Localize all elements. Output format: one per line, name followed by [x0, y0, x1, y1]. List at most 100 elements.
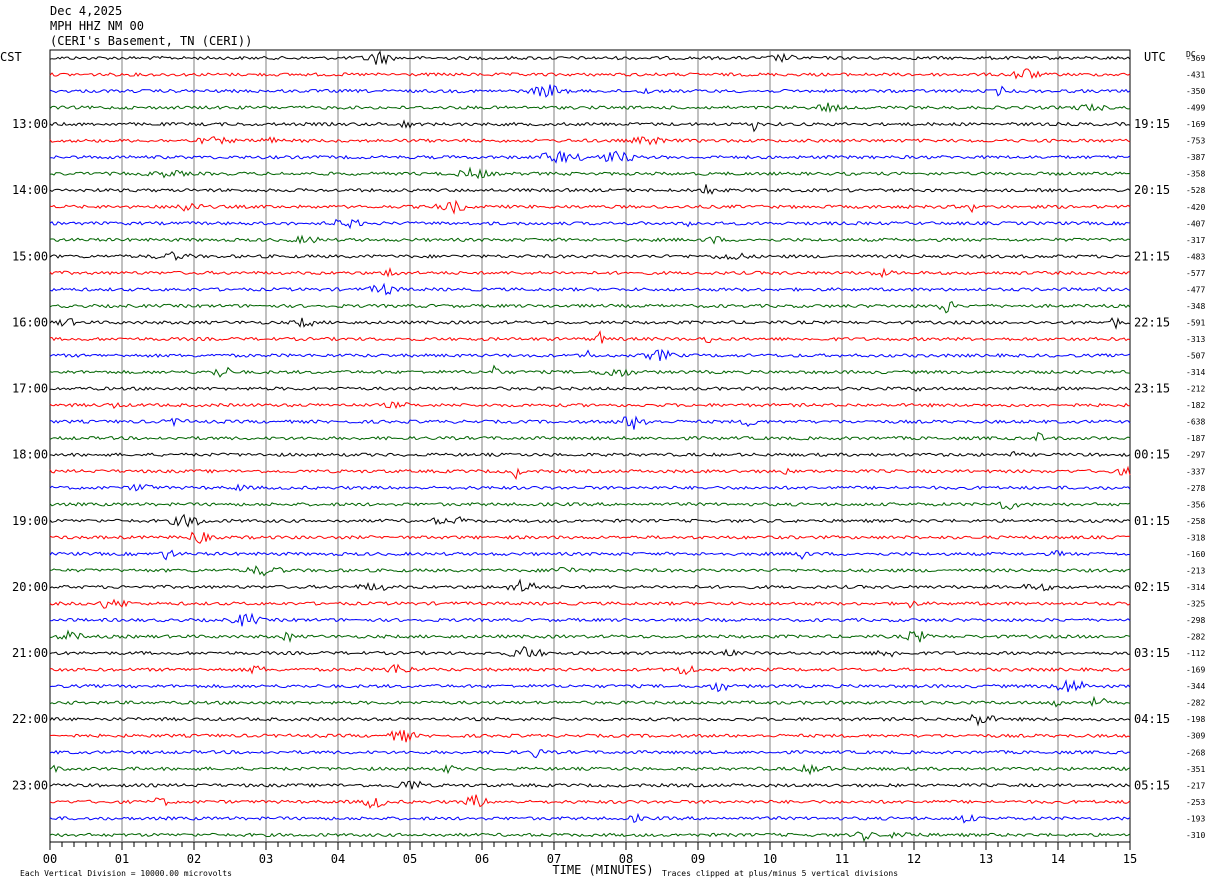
seismogram-trace [49, 513, 1131, 528]
x-tick-label: 03 [259, 852, 273, 866]
x-tick-label: 01 [115, 852, 129, 866]
dc-offset-label: -309 [1186, 732, 1205, 741]
seismogram-trace [49, 812, 1131, 824]
seismogram-trace [49, 251, 1131, 261]
left-hour-label: 15:00 [12, 249, 48, 263]
seismogram-trace [49, 763, 1131, 776]
x-tick-label: 04 [331, 852, 345, 866]
x-tick-label: 06 [475, 852, 489, 866]
left-hour-label: 23:00 [12, 778, 48, 792]
seismogram-trace [49, 68, 1131, 80]
dc-offset-label: -356 [1186, 500, 1205, 509]
seismogram-trace [49, 729, 1131, 743]
seismogram-trace [49, 549, 1131, 561]
seismogram-trace [49, 695, 1131, 708]
x-tick-label: 09 [691, 852, 705, 866]
left-hour-label: 22:00 [12, 712, 48, 726]
dc-offset-label: -198 [1186, 715, 1205, 724]
dc-offset-label: -351 [1186, 765, 1205, 774]
dc-offset-label: -278 [1186, 484, 1205, 493]
seismogram-trace [49, 50, 1131, 66]
seismogram-trace [49, 450, 1131, 458]
dc-offset-label: -387 [1186, 153, 1205, 162]
dc-offset-label: -325 [1186, 599, 1205, 608]
left-hour-label: 13:00 [12, 117, 48, 131]
dc-offset-label: -213 [1186, 566, 1205, 575]
seismogram-trace [49, 501, 1131, 511]
seismogram-trace [49, 831, 1131, 843]
x-tick-label: 00 [43, 852, 57, 866]
dc-offset-label: -753 [1186, 137, 1205, 146]
dc-offset-label: -318 [1186, 533, 1205, 542]
plot-grid [49, 49, 1131, 850]
seismogram-trace [49, 483, 1131, 492]
footer-clip-note: Traces clipped at plus/minus 5 vertical … [662, 869, 898, 878]
cst-label: CST [0, 50, 22, 64]
dc-offset-label: -169 [1186, 666, 1205, 675]
seismogram-trace [49, 218, 1131, 230]
seismogram-trace [49, 465, 1131, 481]
dc-offset-label: -268 [1186, 748, 1205, 757]
seismogram-trace [49, 317, 1131, 330]
left-hour-label: 16:00 [12, 315, 48, 329]
dc-offset-label: -314 [1186, 368, 1205, 377]
seismogram-trace [49, 348, 1131, 361]
dc-offset-label: -528 [1186, 186, 1205, 195]
seismogram-trace [49, 645, 1131, 658]
seismogram-trace [49, 364, 1131, 378]
dc-offset-label: -253 [1186, 798, 1205, 807]
seismogram-trace [49, 184, 1131, 195]
dc-offset-label: -483 [1186, 252, 1205, 261]
dc-offset-label: -182 [1186, 401, 1205, 410]
x-tick-label: 07 [547, 852, 561, 866]
dc-offset-label: -477 [1186, 285, 1205, 294]
left-hour-label: 20:00 [12, 580, 48, 594]
header-station: MPH HHZ NM 00 [50, 19, 144, 33]
dc-offset-label: -344 [1186, 682, 1205, 691]
dc-offset-label: -187 [1186, 434, 1205, 443]
seismogram-trace [49, 565, 1131, 577]
right-hour-label: 00:15 [1134, 448, 1170, 462]
seismogram-trace [49, 267, 1131, 279]
dc-offset-label: -193 [1186, 814, 1205, 823]
seismogram-trace [49, 578, 1131, 592]
seismogram-trace [50, 386, 1131, 392]
seismogram-trace [49, 794, 1131, 809]
right-hour-label: 23:15 [1134, 382, 1170, 396]
dc-offset-label: -420 [1186, 203, 1205, 212]
left-hour-label: 14:00 [12, 183, 48, 197]
dc-offset-label: -499 [1186, 104, 1205, 113]
right-hour-label: 05:15 [1134, 778, 1170, 792]
seismogram-trace [49, 234, 1131, 245]
seismogram-trace [49, 415, 1131, 430]
seismogram-trace [49, 531, 1131, 544]
seismogram-trace [49, 663, 1131, 676]
dc-offset-label: -431 [1186, 71, 1205, 80]
seismogram-trace [49, 301, 1131, 314]
seismogram-trace [49, 84, 1131, 98]
right-hour-label: 03:15 [1134, 646, 1170, 660]
x-axis-label: TIME (MINUTES) [552, 863, 653, 877]
dc-offset-label: -282 [1186, 699, 1205, 708]
seismogram-trace [49, 780, 1131, 790]
dc-offset-label: -350 [1186, 87, 1205, 96]
dc-offset-label: -212 [1186, 385, 1205, 394]
seismogram-trace [49, 629, 1131, 643]
axis-labels: -369 -431 -350 -499 -169 -753 -387 -358 -528 -420… [0, 50, 1205, 878]
header-location: (CERI's Basement, TN (CERI)) [50, 34, 253, 48]
right-hour-label: 04:15 [1134, 712, 1170, 726]
dc-offset-label: -638 [1186, 418, 1205, 427]
dc-offset-label: -591 [1186, 318, 1205, 327]
seismogram-trace [49, 401, 1131, 410]
seismogram-trace [49, 119, 1131, 133]
seismogram-trace [49, 431, 1131, 442]
dc-offset-label: -314 [1186, 583, 1205, 592]
dc-offset-label: -317 [1186, 236, 1205, 245]
seismogram-trace [49, 713, 1131, 727]
seismogram-trace [49, 330, 1131, 344]
seismogram-traces [49, 50, 1131, 843]
x-tick-label: 14 [1051, 852, 1065, 866]
x-tick-label: 10 [763, 852, 777, 866]
seismogram-trace [49, 612, 1131, 627]
seismogram-trace [49, 679, 1131, 693]
